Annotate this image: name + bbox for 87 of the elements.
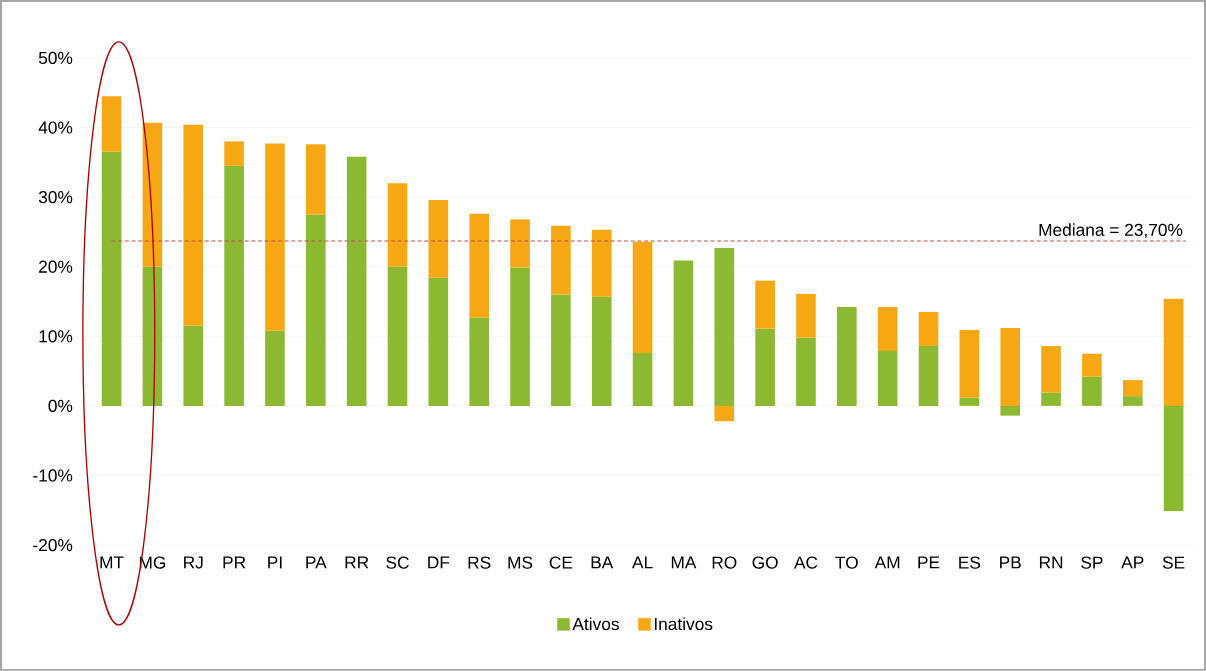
x-tick-label: AM xyxy=(874,556,900,569)
bar xyxy=(1122,380,1143,397)
x-tick-label: AC xyxy=(793,556,818,569)
x-tick-label: PE xyxy=(918,556,940,569)
y-tick-label: 20% xyxy=(39,260,73,273)
bar xyxy=(224,141,244,166)
x-tick-label: AL xyxy=(632,556,653,569)
bar xyxy=(305,144,326,215)
x-tick-label: RR xyxy=(345,556,369,569)
bar xyxy=(755,280,775,329)
x-tick-label: MA xyxy=(671,556,697,569)
x-tick-label: GO xyxy=(752,556,778,569)
bar xyxy=(632,241,653,354)
bar xyxy=(1041,392,1061,406)
bar xyxy=(1163,298,1184,406)
x-tick-label: PA xyxy=(306,556,327,569)
bar xyxy=(428,199,449,278)
y-tick-label: -20% xyxy=(33,539,73,552)
x-tick-label: DF xyxy=(428,556,450,569)
bar xyxy=(918,312,939,347)
bar xyxy=(469,213,489,318)
x-tick-label: RN xyxy=(1039,556,1063,569)
x-tick-label: PI xyxy=(268,556,282,569)
bar xyxy=(387,183,408,267)
bar xyxy=(551,294,571,406)
bar xyxy=(101,151,122,406)
bar xyxy=(224,165,244,406)
bar xyxy=(796,293,816,338)
x-tick-label: MS xyxy=(508,556,533,569)
bar xyxy=(755,328,775,406)
x-tick-label: PR xyxy=(223,556,246,569)
x-tick-label: ES xyxy=(959,556,981,569)
x-tick-label: RJ xyxy=(184,556,203,569)
bar xyxy=(101,96,122,152)
bar xyxy=(428,277,449,406)
bar xyxy=(510,219,530,268)
bar xyxy=(918,346,939,406)
y-tick-label: -10% xyxy=(33,469,73,482)
bar xyxy=(714,247,735,406)
bar xyxy=(551,225,571,295)
bar xyxy=(877,307,898,351)
bar xyxy=(183,325,204,406)
bar xyxy=(346,156,367,406)
bar xyxy=(1000,405,1021,416)
bar xyxy=(1122,396,1143,406)
bar xyxy=(142,266,163,406)
x-tick-label: RO xyxy=(712,556,737,569)
bar xyxy=(673,260,694,406)
bar xyxy=(1082,353,1102,377)
x-tick-label: TO xyxy=(835,556,858,569)
bar xyxy=(510,267,530,406)
x-tick-label: SC xyxy=(386,556,409,569)
bar xyxy=(305,214,326,406)
bar xyxy=(714,405,735,422)
x-tick-label: AP xyxy=(1121,556,1144,569)
ref-line-label: Mediana = 23,70% xyxy=(1039,223,1183,239)
bar xyxy=(959,397,980,406)
x-tick-label: RS xyxy=(468,556,491,569)
bar xyxy=(387,266,408,406)
bar xyxy=(837,307,857,406)
bar xyxy=(469,317,489,406)
x-tick-label: MT xyxy=(100,556,124,569)
bar xyxy=(265,330,285,406)
bar xyxy=(591,296,612,406)
x-tick-label: SP xyxy=(1081,556,1103,569)
bar xyxy=(1163,405,1184,512)
x-tick-label: PB xyxy=(1000,556,1021,569)
bar xyxy=(1041,346,1061,393)
bar xyxy=(1000,328,1021,406)
bar xyxy=(265,143,285,331)
x-tick-label: BA xyxy=(591,556,614,569)
x-tick-label: CE xyxy=(549,556,573,569)
bar xyxy=(796,337,816,406)
x-tick-label: SE xyxy=(1162,556,1185,569)
y-tick-label: 30% xyxy=(38,191,73,204)
legend-label: Inativos xyxy=(654,617,713,631)
bar xyxy=(632,353,653,406)
bar xyxy=(959,330,980,398)
bar xyxy=(877,350,898,406)
bar xyxy=(591,229,612,297)
legend-label: Ativos xyxy=(572,617,619,631)
y-tick-label: 50% xyxy=(38,51,73,65)
bar xyxy=(1082,376,1102,406)
bar xyxy=(183,124,204,326)
y-tick-label: 10% xyxy=(39,330,73,343)
y-tick-label: 40% xyxy=(38,121,73,134)
y-tick-label: 0% xyxy=(48,399,73,413)
